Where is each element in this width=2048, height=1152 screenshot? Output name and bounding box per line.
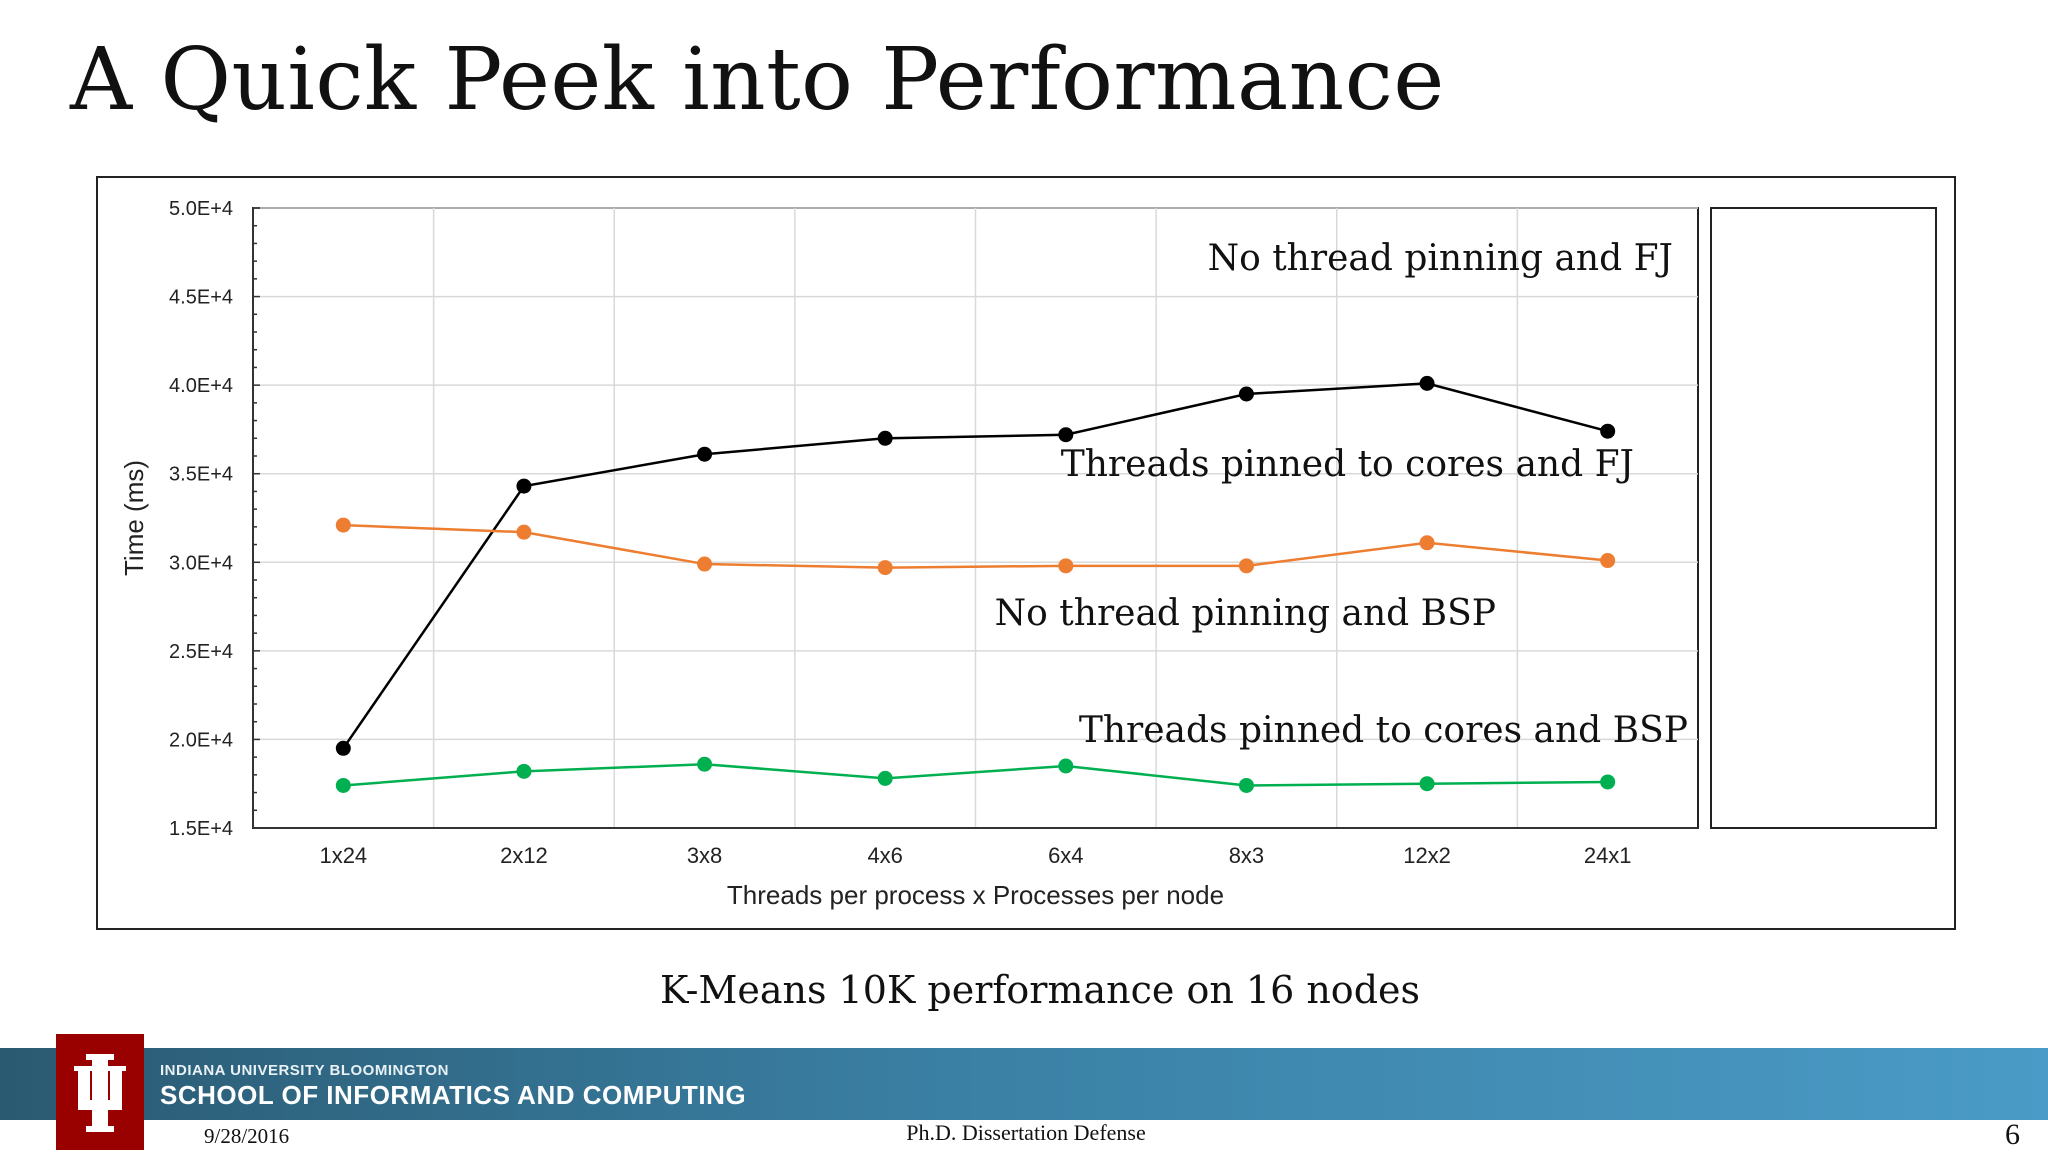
x-tick-label: 2x12 (500, 843, 548, 868)
page-number: 6 (2005, 1118, 2020, 1151)
data-point (516, 524, 532, 540)
data-point (1600, 423, 1616, 439)
series-line (343, 762, 1608, 787)
slide-title: A Quick Peek into Performance (70, 30, 1445, 130)
chart-caption: K-Means 10K performance on 16 nodes (659, 968, 1421, 1012)
y-tick-label: 1.5E+4 (169, 818, 233, 840)
chart-annotation: Threads pinned to cores and BSP (1079, 710, 1688, 751)
data-point (877, 560, 893, 576)
legend-box (1710, 207, 1937, 829)
y-tick-label: 3.0E+4 (169, 552, 233, 574)
data-point (1058, 758, 1074, 774)
data-point (1419, 776, 1435, 792)
y-tick-label: 5.0E+4 (169, 198, 233, 220)
chart-annotation: No thread pinning and BSP (995, 593, 1496, 634)
data-point (1419, 375, 1435, 391)
x-tick-label: 3x8 (687, 843, 722, 868)
data-point (1058, 558, 1074, 574)
data-point (1600, 774, 1616, 790)
data-point (877, 770, 893, 786)
banner-subtitle: INDIANA UNIVERSITY BLOOMINGTON (160, 1062, 449, 1079)
data-point (335, 740, 351, 756)
data-point (877, 430, 893, 446)
data-point (335, 517, 351, 533)
university-banner (0, 1048, 2048, 1120)
data-point (516, 478, 532, 494)
data-point (1419, 535, 1435, 551)
data-point (1600, 553, 1616, 569)
y-axis-title: Time (ms) (119, 460, 149, 576)
series-line (343, 523, 1608, 569)
data-point (1058, 427, 1074, 443)
data-point (1238, 558, 1254, 574)
chart-frame: 1.5E+4 2.0E+4 2.5E+4 3.0E+4 3.5E+4 4.0E+4 4.5E… (96, 176, 1956, 930)
x-tick-label: 12x2 (1403, 843, 1451, 868)
footer-date: 9/28/2016 (204, 1124, 290, 1148)
y-tick-label: 2.0E+4 (169, 729, 233, 751)
data-point (697, 556, 713, 572)
data-point (516, 763, 532, 779)
series-line (342, 382, 1609, 749)
iu-trident-icon (56, 1034, 144, 1150)
footer-center: Ph.D. Dissertation Defense (906, 1120, 1146, 1145)
data-point (335, 777, 351, 793)
performance-chart: 1.5E+4 2.0E+4 2.5E+4 3.0E+4 3.5E+4 4.0E+4 4.5E… (119, 198, 1937, 910)
chart-annotation: Threads pinned to cores and FJ (1061, 444, 1634, 485)
data-point (1238, 386, 1254, 402)
y-tick-label: 4.5E+4 (169, 287, 233, 309)
x-tick-label: 1x24 (319, 843, 367, 868)
x-axis-title: Threads per process x Processes per node (727, 880, 1224, 910)
x-tick-label: 6x4 (1048, 843, 1083, 868)
y-tick-label: 4.0E+4 (169, 375, 233, 397)
data-point (697, 756, 713, 772)
x-tick-label: 4x6 (867, 843, 902, 868)
chart-annotation: No thread pinning and FJ (1208, 238, 1673, 279)
banner-title: SCHOOL OF INFORMATICS AND COMPUTING (160, 1080, 747, 1110)
y-tick-label: 2.5E+4 (169, 641, 233, 663)
data-point (1238, 777, 1254, 793)
x-tick-label: 8x3 (1229, 843, 1264, 868)
x-tick-label: 24x1 (1584, 843, 1632, 868)
data-point (697, 446, 713, 462)
y-tick-label: 3.5E+4 (169, 464, 233, 486)
